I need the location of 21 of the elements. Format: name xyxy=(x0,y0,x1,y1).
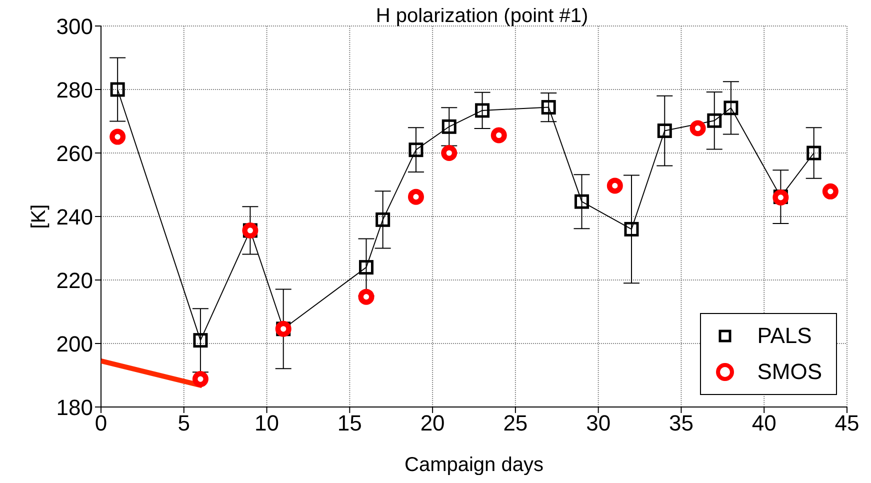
y-tick-label: 180 xyxy=(56,394,93,420)
x-axis-title: Campaign days xyxy=(404,454,544,476)
x-tick-label: 30 xyxy=(586,410,611,436)
x-tick-label: 0 xyxy=(94,410,108,436)
x-tick-label: 10 xyxy=(254,410,280,436)
x-tick-label: 20 xyxy=(420,410,445,436)
y-tick-label: 280 xyxy=(56,77,93,102)
y-axis-title: [K] xyxy=(28,204,50,229)
y-tick-label: 220 xyxy=(56,268,93,293)
y-tick-label: 300 xyxy=(56,14,93,39)
x-tick-label: 25 xyxy=(503,410,528,436)
y-tick-label: 260 xyxy=(56,140,93,166)
y-tick-label: 240 xyxy=(56,204,93,230)
legend-label: PALS xyxy=(757,322,812,350)
x-tick-label: 5 xyxy=(178,410,190,436)
y-tick-label: 200 xyxy=(56,331,93,356)
x-tick-label: 45 xyxy=(834,410,860,436)
x-tick-label: 35 xyxy=(668,410,694,436)
x-tick-label: 15 xyxy=(337,410,362,436)
legend-label: SMOS xyxy=(757,358,822,386)
x-tick-label: 40 xyxy=(752,410,776,436)
